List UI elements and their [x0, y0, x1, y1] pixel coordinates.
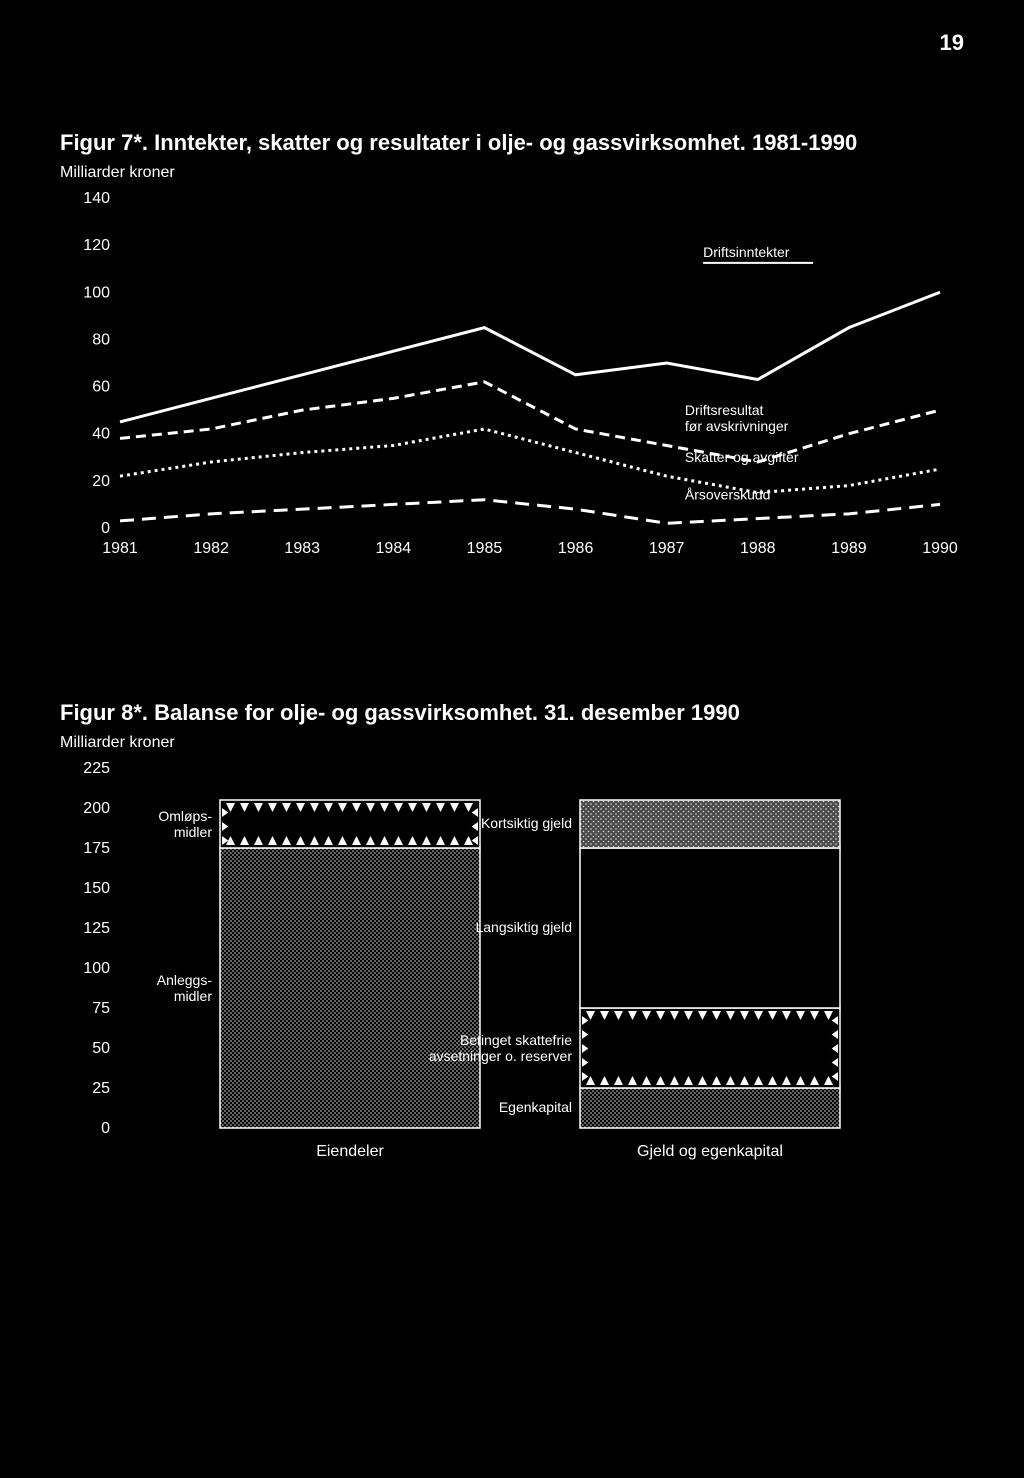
seg-label-gjeld-3: Kortsiktig gjeld	[481, 815, 572, 831]
svg-text:1986: 1986	[558, 540, 594, 557]
figure7-subtitle: Milliarder kroner	[60, 164, 960, 182]
segment-gjeld-3	[580, 800, 840, 848]
bar-xlabel-gjeld: Gjeld og egenkapital	[637, 1143, 783, 1160]
figure8-title: Figur 8*. Balanse for olje- og gassvirks…	[60, 700, 960, 726]
figure7-container: Figur 7*. Inntekter, skatter og resultat…	[60, 130, 960, 568]
bar-xlabel-eiendeler: Eiendeler	[316, 1143, 384, 1160]
seg-label-gjeld-1: avsetninger o. reserver	[429, 1048, 573, 1064]
svg-text:1990: 1990	[922, 540, 958, 557]
segment-gjeld-0	[580, 1088, 840, 1128]
figure7-chart: 0 20 40 60 80 100 120 140 1981 1982 1983 1984 1985 19…	[60, 188, 960, 568]
seg-label-gjeld-2: Langsiktig gjeld	[475, 919, 572, 935]
label-driftsresultat: Driftsresultat	[685, 402, 764, 418]
svg-text:25: 25	[92, 1080, 110, 1097]
svg-text:1985: 1985	[467, 540, 503, 557]
svg-text:1982: 1982	[193, 540, 229, 557]
label-skatter: Skatter og avgifter	[685, 449, 799, 465]
seg-label-eiendeler-0: Anleggs-	[157, 972, 213, 988]
label-driftsresultat: før avskrivninger	[685, 418, 789, 434]
svg-text:225: 225	[83, 760, 110, 777]
series-skatter	[120, 429, 940, 493]
seg-label-eiendeler-1: midler	[174, 824, 212, 840]
svg-text:75: 75	[92, 1000, 110, 1017]
series-driftsinntekter	[120, 292, 940, 422]
svg-text:125: 125	[83, 920, 110, 937]
seg-label-gjeld-0: Egenkapital	[499, 1099, 572, 1115]
figure8-container: Figur 8*. Balanse for olje- og gassvirks…	[60, 700, 960, 1178]
figure8-subtitle: Milliarder kroner	[60, 734, 960, 752]
series-aarsoverskudd	[120, 500, 940, 524]
svg-text:1988: 1988	[740, 540, 776, 557]
svg-text:200: 200	[83, 800, 110, 817]
label-driftsinntekter: Driftsinntekter	[703, 244, 790, 260]
seg-label-eiendeler-1: Omløps-	[158, 808, 212, 824]
figure8-chart: 0255075100125150175200225Anleggs-midlerO…	[60, 758, 960, 1178]
seg-label-eiendeler-0: midler	[174, 988, 212, 1004]
svg-text:0: 0	[101, 520, 110, 537]
svg-text:40: 40	[92, 426, 110, 443]
svg-text:1984: 1984	[376, 540, 412, 557]
segment-eiendeler-0	[220, 848, 480, 1128]
svg-text:50: 50	[92, 1040, 110, 1057]
svg-text:20: 20	[92, 473, 110, 490]
svg-text:120: 120	[83, 237, 110, 254]
seg-label-gjeld-1: Betinget skattefrie	[460, 1032, 572, 1048]
segment-gjeld-2	[580, 848, 840, 1008]
svg-text:1983: 1983	[284, 540, 320, 557]
svg-text:80: 80	[92, 331, 110, 348]
svg-text:175: 175	[83, 840, 110, 857]
svg-text:60: 60	[92, 379, 110, 396]
label-aarsoverskudd: Årsoverskudd	[685, 487, 771, 503]
svg-text:150: 150	[83, 880, 110, 897]
svg-text:100: 100	[83, 284, 110, 301]
svg-text:1981: 1981	[102, 540, 138, 557]
page-number: 19	[940, 30, 964, 56]
segment-gjeld-1	[580, 1008, 840, 1088]
series-driftsresultat	[120, 382, 940, 462]
figure7-title: Figur 7*. Inntekter, skatter og resultat…	[60, 130, 960, 156]
svg-text:140: 140	[83, 190, 110, 207]
svg-text:1989: 1989	[831, 540, 867, 557]
svg-text:0: 0	[101, 1120, 110, 1137]
svg-text:100: 100	[83, 960, 110, 977]
svg-text:1987: 1987	[649, 540, 685, 557]
